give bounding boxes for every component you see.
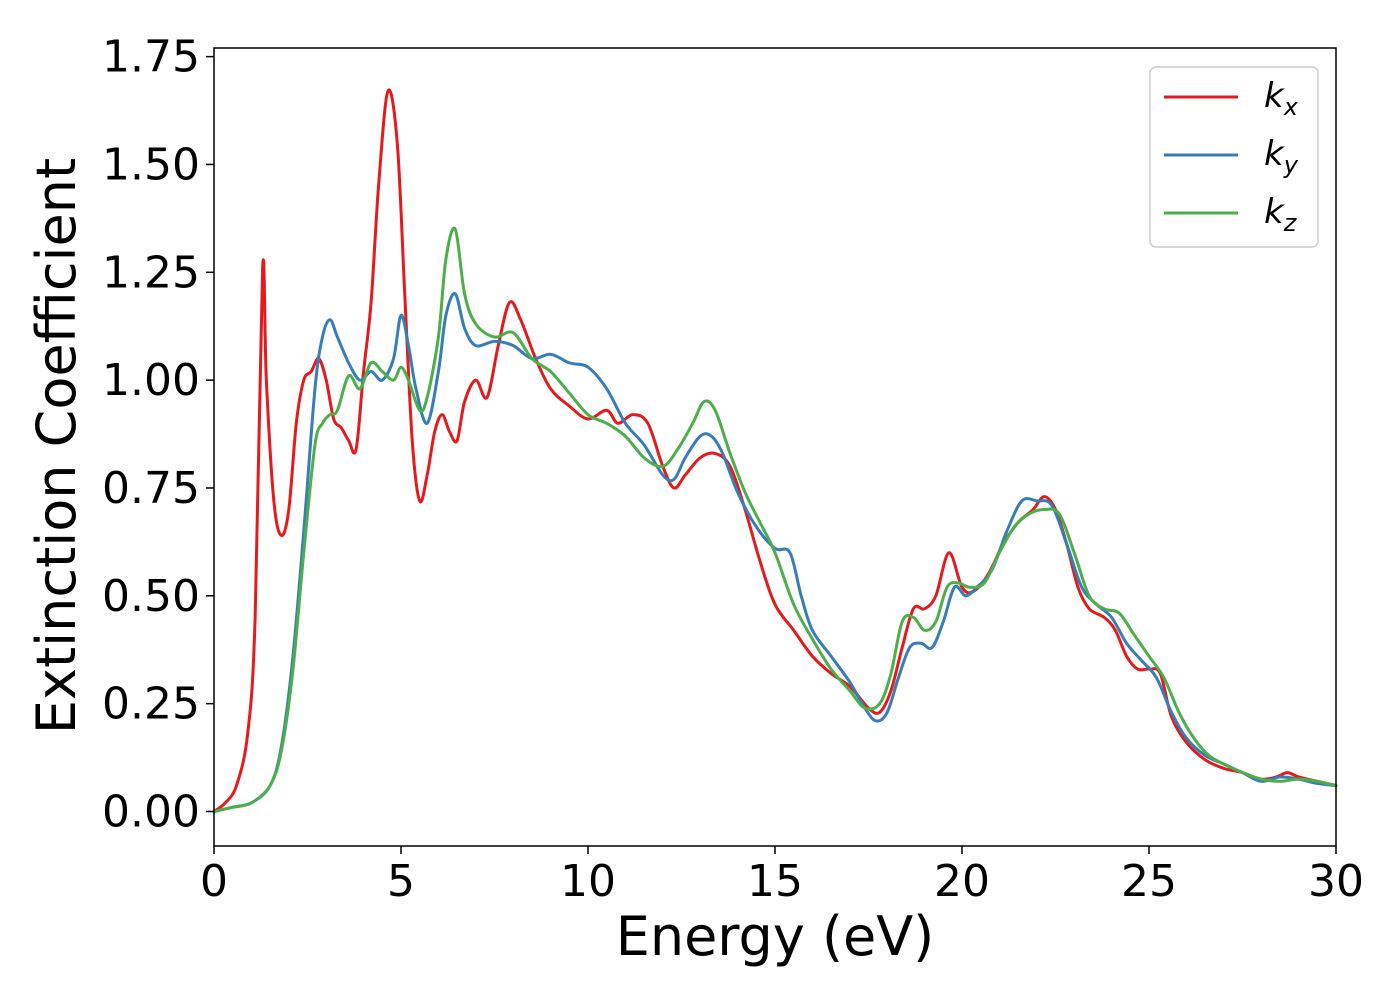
- y-axis-label: Extinction Coefficient: [25, 158, 88, 734]
- x-tick-label: 0: [200, 856, 228, 907]
- legend-box: [1149, 66, 1319, 248]
- x-tick-label: 20: [934, 856, 990, 907]
- y-tick-label: 1.50: [102, 139, 200, 190]
- series-line-z: [212, 226, 1338, 813]
- legend-label-x: kx: [1264, 76, 1299, 121]
- x-tick-label: 10: [560, 856, 616, 907]
- y-tick-label: 0.50: [102, 571, 200, 622]
- legend-label-y: ky: [1264, 134, 1299, 179]
- x-tick-label: 5: [387, 856, 415, 907]
- series-layer: [212, 88, 1338, 813]
- y-tick-label: 0.75: [102, 463, 200, 514]
- x-tick-label: 25: [1121, 856, 1177, 907]
- y-tick-label: 1.75: [102, 32, 200, 83]
- x-tick-label: 15: [747, 856, 803, 907]
- y-tick-label: 1.00: [102, 355, 200, 406]
- series-line-x: [212, 88, 1338, 813]
- legend-label-z: kz: [1264, 192, 1298, 237]
- axes-layer: 0 5 10 15 20 25 30 0.00 0.25 0.50 0.75 1.00 1.25 1.50…: [102, 32, 1364, 907]
- x-tick-label: 30: [1308, 856, 1364, 907]
- x-axis-label: Energy (eV): [616, 905, 935, 968]
- y-tick-label: 0.00: [102, 786, 200, 837]
- y-tick-label: 1.25: [102, 247, 200, 298]
- y-tick-label: 0.25: [102, 679, 200, 730]
- legend: kx ky kz: [1149, 66, 1319, 248]
